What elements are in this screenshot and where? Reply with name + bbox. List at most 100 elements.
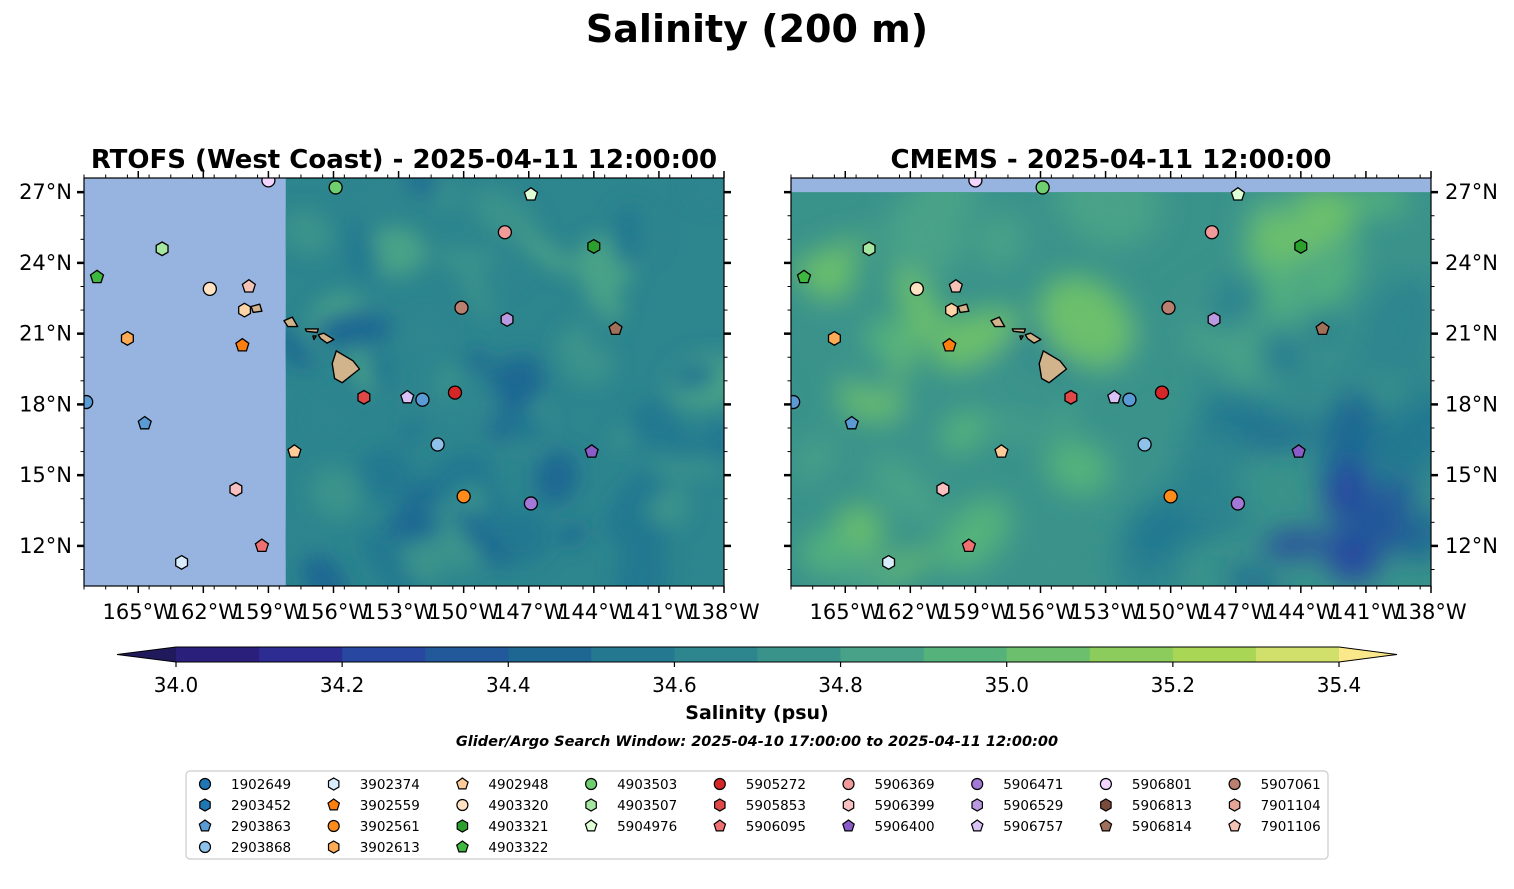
float-marker-4902948: [994, 443, 1009, 458]
float-marker-extra-blue-edge: [791, 394, 801, 410]
float-marker-5905272: [1154, 385, 1170, 400]
salinity-eddy: [670, 362, 718, 392]
salinity-eddy: [285, 209, 333, 256]
x-tick-label: 165°W: [103, 600, 175, 624]
colorbar-tick-label: 34.2: [320, 673, 365, 697]
salinity-eddy: [1357, 274, 1431, 380]
float-markers-rtofs: [84, 178, 623, 570]
colorbar-segment: [508, 647, 592, 662]
legend-marker: [970, 819, 984, 832]
salinity-eddies: [285, 178, 724, 586]
legend-marker: [199, 798, 211, 812]
colorbar-segment: [1006, 647, 1091, 662]
salinity-field-cmems: [791, 192, 1431, 586]
salinity-eddy: [1045, 439, 1110, 496]
x-tick-label: 144°W: [558, 600, 630, 624]
salinity-eddy: [366, 226, 427, 276]
colorbar-segment: [840, 647, 925, 662]
salinity-eddy: [1408, 506, 1431, 565]
float-marker-5907061: [1161, 300, 1176, 315]
legend-item-5906399: 5906399: [842, 798, 935, 814]
float-marker-4903320: [202, 281, 217, 296]
float-marker-7901106: [948, 278, 964, 293]
legend-item-2903452: 2903452: [199, 798, 291, 814]
legend-marker: [198, 777, 212, 791]
cmems-panel-title: CMEMS - 2025-04-11 12:00:00: [891, 145, 1332, 175]
x-tick-label: 138°W: [1395, 600, 1467, 624]
y-tick-label: 24°N: [19, 251, 72, 275]
legend-label: 4903507: [617, 798, 677, 814]
float-marker-3902613: [120, 330, 134, 346]
salinity-eddy: [402, 310, 451, 363]
island-land: [1011, 328, 1027, 334]
float-marker-4902948: [287, 443, 302, 458]
island-land: [1024, 332, 1042, 344]
salinity-eddy: [434, 185, 461, 207]
x-tick-label: 138°W: [688, 600, 760, 624]
float-marker-5905272: [447, 385, 463, 400]
y-tick-label: 12°N: [1445, 534, 1498, 558]
float-marker-4903322: [89, 269, 105, 284]
x-tick-label: 159°W: [940, 600, 1012, 624]
x-tick-label: 162°W: [168, 600, 240, 624]
colorbar-segment: [259, 647, 343, 662]
legend-label: 5905853: [746, 798, 806, 814]
legend-item-4903321: 4903321: [456, 819, 549, 835]
figure-title: Salinity (200 m): [586, 7, 928, 51]
float-marker-2903868: [430, 437, 445, 452]
salinity-eddy: [1198, 392, 1278, 436]
salinity-eddy: [614, 547, 669, 586]
axis-ticks-rtofs: 165°W162°W159°W156°W153°W150°W147°W144°W…: [19, 171, 760, 624]
float-marker-extra-peach: [945, 302, 959, 318]
x-tick-label: 162°W: [875, 600, 947, 624]
salinity-eddy: [314, 310, 393, 348]
salinity-eddy: [794, 437, 835, 479]
float-marker-5906757: [1107, 389, 1122, 404]
float-marker-3902559: [235, 337, 250, 352]
legend-marker: [842, 777, 855, 791]
legend-item-5904976: 5904976: [584, 819, 677, 835]
legend-marker: [327, 840, 340, 854]
legend-label: 5906529: [1003, 798, 1063, 814]
legend-item-4903322: 4903322: [455, 840, 549, 856]
float-marker-7901106: [241, 278, 257, 293]
legend-item-4903320: 4903320: [456, 798, 549, 814]
float-marker-5906400: [584, 443, 599, 458]
y-tick-label: 18°N: [19, 392, 72, 416]
salinity-eddy: [1273, 359, 1326, 435]
legend-item-3902374: 3902374: [327, 777, 420, 793]
salinity-eddy: [350, 348, 374, 397]
salinity-eddy: [403, 539, 447, 584]
legend-label: 5906400: [875, 819, 935, 835]
legend-marker: [713, 819, 727, 832]
salinity-eddy: [1323, 454, 1369, 521]
float-marker-3902559: [942, 337, 957, 352]
float-marker-5906369: [1204, 225, 1220, 240]
legend-marker: [198, 840, 212, 854]
colorbar-segment: [176, 647, 260, 662]
legend-item-5906813: 5906813: [1100, 798, 1192, 814]
legend-label: 5906814: [1132, 819, 1192, 835]
salinity-eddy: [1127, 500, 1186, 566]
salinity-eddy: [309, 466, 363, 520]
legend-marker: [713, 777, 726, 791]
float-marker-4903321: [587, 238, 601, 254]
float-marker-5906801: [968, 178, 983, 188]
legend-marker: [1228, 798, 1241, 812]
salinity-eddy: [382, 178, 420, 196]
y-tick-label: 15°N: [1445, 463, 1498, 487]
legend-item-2903868: 2903868: [198, 840, 291, 856]
float-marker-3902561: [1163, 489, 1178, 504]
legend-marker: [198, 819, 212, 832]
float-marker-5906814: [1315, 321, 1330, 336]
legend-label: 4903503: [617, 777, 677, 793]
salinity-eddy: [522, 235, 574, 274]
legend-marker: [1100, 798, 1112, 812]
x-tick-label: 141°W: [1330, 600, 1402, 624]
colorbar-tick-label: 35.0: [984, 673, 1029, 697]
legend-marker: [455, 777, 469, 790]
float-marker-5905853: [1064, 389, 1078, 405]
float-marker-4903322: [796, 269, 812, 284]
legend-label: 7901106: [1261, 819, 1321, 835]
legend-label: 5906801: [1132, 777, 1192, 793]
